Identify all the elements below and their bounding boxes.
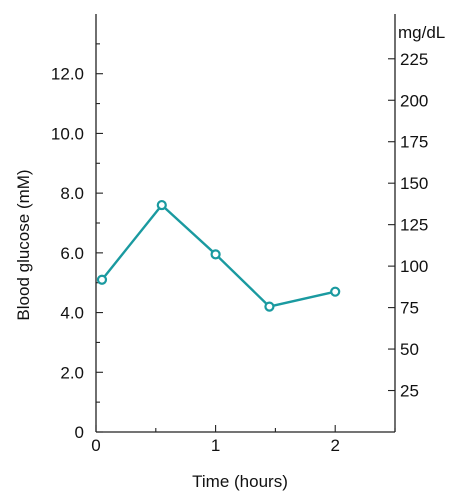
y-tick-label: 2.0 <box>60 363 84 382</box>
y-tick-label: 0 <box>75 423 84 442</box>
data-point <box>330 286 341 297</box>
y-axis-title: Blood glucose (mM) <box>14 169 33 320</box>
y-tick-label: 12.0 <box>51 65 84 84</box>
x-axis-title: Time (hours) <box>192 472 288 491</box>
tick-marks <box>95 43 396 433</box>
data-point <box>96 274 108 285</box>
y2-tick-label: 50 <box>400 340 419 359</box>
x-tick-label: 0 <box>91 436 100 455</box>
axes <box>95 14 396 433</box>
data-point <box>264 301 275 312</box>
x-tick-label: 1 <box>211 436 220 455</box>
y-tick-label: 6.0 <box>60 244 84 263</box>
y2-tick-label: 225 <box>400 50 428 69</box>
tick-labels: 0 2.0 4.0 6.0 8.0 10.0 12.0 25 50 75 100 125 150 175 2… <box>51 50 428 455</box>
y-tick-label: 8.0 <box>60 184 84 203</box>
y2-tick-label: 150 <box>400 174 428 193</box>
y-tick-label: 10.0 <box>51 124 84 143</box>
y2-tick-label: 100 <box>400 257 428 276</box>
y2-tick-label: 175 <box>400 133 428 152</box>
y2-tick-label: 75 <box>400 299 419 318</box>
x-tick-label: 2 <box>330 436 339 455</box>
y2-unit-label: mg/dL <box>398 23 445 42</box>
y2-tick-label: 25 <box>400 382 419 401</box>
data-point <box>156 199 167 211</box>
y2-tick-label: 125 <box>400 216 428 235</box>
y-tick-label: 4.0 <box>60 304 84 323</box>
y2-tick-label: 200 <box>400 91 428 110</box>
data-point <box>210 249 221 260</box>
data-series <box>96 199 341 312</box>
